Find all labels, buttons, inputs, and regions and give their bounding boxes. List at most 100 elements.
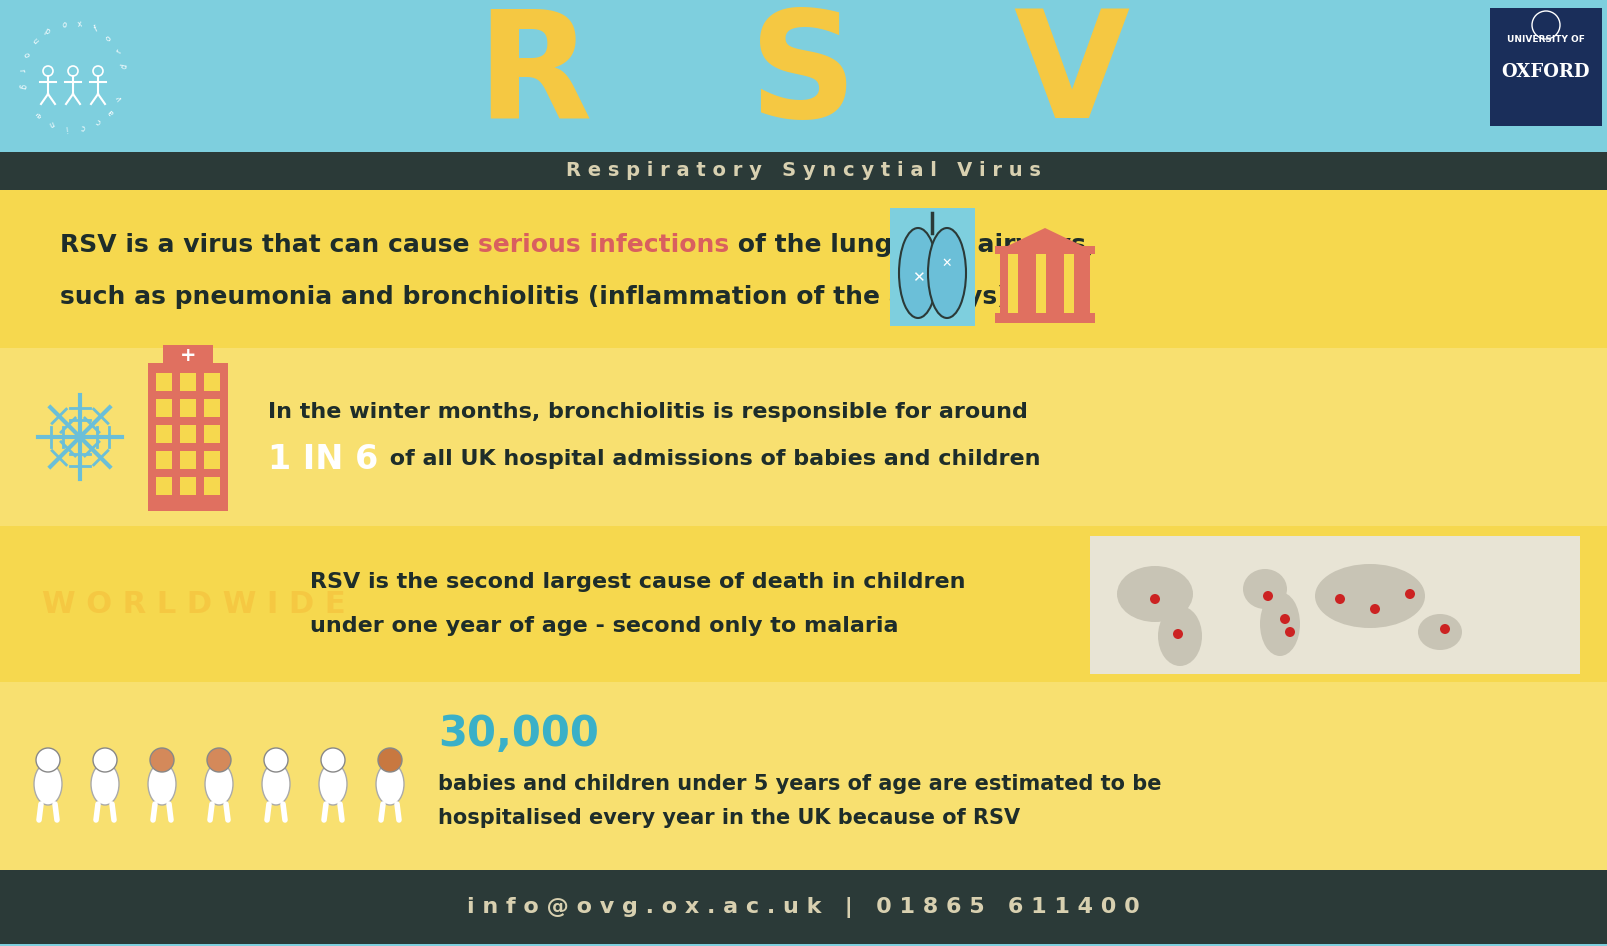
Bar [204, 451, 220, 469]
Bar [0, 526, 1607, 682]
Bar [204, 399, 220, 417]
Circle shape [1281, 614, 1290, 624]
Text: R   S   V: R S V [477, 4, 1130, 149]
Text: OXFORD: OXFORD [1503, 63, 1591, 81]
Bar [180, 399, 196, 417]
Bar [180, 451, 196, 469]
Circle shape [207, 748, 231, 772]
Bar [1490, 8, 1602, 126]
Circle shape [378, 748, 402, 772]
Bar [0, 870, 1607, 944]
Text: r: r [114, 47, 124, 55]
Circle shape [1151, 594, 1160, 604]
Ellipse shape [927, 228, 966, 318]
Ellipse shape [92, 763, 119, 805]
Text: +: + [180, 345, 196, 364]
Text: r: r [16, 68, 26, 73]
Bar [0, 0, 1607, 152]
Ellipse shape [1260, 592, 1300, 656]
Text: R e s p i r a t o r y   S y n c y t i a l   V i r u s: R e s p i r a t o r y S y n c y t i a l … [566, 162, 1041, 181]
Bar [148, 363, 228, 511]
Ellipse shape [1315, 564, 1425, 628]
Circle shape [93, 748, 117, 772]
Bar [1037, 252, 1046, 317]
Circle shape [1335, 594, 1345, 604]
Text: W O R L D W I D E: W O R L D W I D E [42, 589, 346, 619]
Text: g: g [18, 83, 27, 90]
Bar [156, 425, 172, 443]
Bar [180, 425, 196, 443]
Text: under one year of age - second only to malaria: under one year of age - second only to m… [310, 616, 898, 636]
Bar [156, 477, 172, 495]
Ellipse shape [34, 763, 63, 805]
Bar [180, 477, 196, 495]
Bar [1008, 252, 1017, 317]
Bar [0, 682, 1607, 870]
Ellipse shape [206, 763, 233, 805]
Bar [162, 345, 214, 365]
Circle shape [35, 748, 59, 772]
Bar [204, 477, 220, 495]
Text: i: i [66, 123, 69, 132]
Ellipse shape [1117, 566, 1192, 622]
Bar [1000, 250, 1090, 315]
Circle shape [321, 748, 346, 772]
Text: p: p [43, 26, 51, 36]
Text: such as pneumonia and bronchiolitis (inflammation of the airways): such as pneumonia and bronchiolitis (inf… [59, 285, 1009, 309]
Bar [156, 373, 172, 391]
Text: c: c [80, 122, 85, 131]
Text: RSV is the second largest cause of death in children: RSV is the second largest cause of death… [310, 572, 966, 592]
Bar [995, 313, 1094, 323]
Circle shape [1440, 624, 1450, 634]
Text: serious infections: serious infections [479, 233, 730, 257]
Text: d: d [119, 63, 129, 70]
Text: of the lungs and airways,: of the lungs and airways, [730, 233, 1096, 257]
Ellipse shape [320, 763, 347, 805]
Text: of all UK hospital admissions of babies and children: of all UK hospital admissions of babies … [382, 449, 1041, 469]
Ellipse shape [1417, 614, 1462, 650]
Bar [1090, 536, 1580, 674]
Text: n: n [47, 118, 55, 129]
Bar [0, 348, 1607, 526]
Text: a: a [106, 107, 116, 116]
Circle shape [1405, 589, 1416, 599]
Ellipse shape [1242, 569, 1287, 609]
Text: babies and children under 5 years of age are estimated to be: babies and children under 5 years of age… [439, 774, 1162, 794]
Bar [1064, 252, 1073, 317]
Bar [156, 451, 172, 469]
Text: o: o [61, 20, 67, 29]
Ellipse shape [1159, 606, 1202, 666]
Text: o: o [21, 51, 31, 59]
Bar [180, 373, 196, 391]
Bar [0, 190, 1607, 348]
Ellipse shape [148, 763, 177, 805]
Text: o: o [104, 33, 114, 44]
Circle shape [1173, 629, 1183, 639]
Text: UNIVERSITY OF: UNIVERSITY OF [1507, 36, 1585, 44]
Bar [995, 246, 1094, 254]
Text: x: x [77, 20, 84, 29]
Text: i n f o @ o v g . o x . a c . u k   |   0 1 8 6 5   6 1 1 4 0 0: i n f o @ o v g . o x . a c . u k | 0 1 … [468, 897, 1139, 918]
Bar [0, 152, 1607, 190]
Text: v: v [116, 95, 125, 102]
Bar [156, 399, 172, 417]
Ellipse shape [262, 763, 289, 805]
Text: 30,000: 30,000 [439, 713, 599, 755]
Text: e: e [34, 110, 42, 119]
Polygon shape [995, 228, 1094, 252]
Bar [890, 208, 975, 326]
Text: hospitalised every year in the UK because of RSV: hospitalised every year in the UK becaus… [439, 808, 1020, 828]
Text: u: u [29, 36, 40, 46]
Text: ✕: ✕ [911, 271, 924, 286]
Circle shape [264, 748, 288, 772]
Text: c: c [95, 116, 103, 127]
Ellipse shape [376, 763, 403, 805]
Circle shape [149, 748, 174, 772]
Text: In the winter months, bronchiolitis is responsible for around: In the winter months, bronchiolitis is r… [268, 402, 1028, 422]
Circle shape [1286, 627, 1295, 637]
Circle shape [1263, 591, 1273, 601]
Text: ✕: ✕ [942, 256, 953, 270]
Bar [204, 425, 220, 443]
Text: f: f [93, 25, 98, 34]
Circle shape [1371, 604, 1380, 614]
